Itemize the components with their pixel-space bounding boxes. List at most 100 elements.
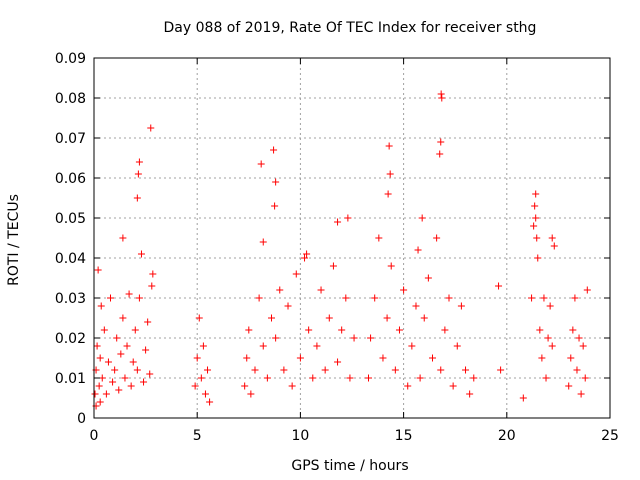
data-point bbox=[121, 374, 129, 382]
data-point bbox=[571, 294, 579, 302]
data-point bbox=[334, 218, 342, 226]
data-point bbox=[453, 342, 461, 350]
data-point bbox=[109, 378, 117, 386]
data-point bbox=[329, 262, 337, 270]
data-point bbox=[445, 294, 453, 302]
data-point bbox=[548, 342, 556, 350]
data-point bbox=[367, 334, 375, 342]
data-point bbox=[387, 262, 395, 270]
data-point bbox=[272, 334, 280, 342]
data-point bbox=[437, 90, 445, 98]
data-point bbox=[384, 190, 392, 198]
data-point bbox=[497, 366, 505, 374]
data-point bbox=[540, 294, 548, 302]
data-point bbox=[528, 294, 536, 302]
y-tick-label: 0.04 bbox=[55, 251, 86, 267]
data-point bbox=[93, 342, 101, 350]
data-point bbox=[386, 170, 394, 178]
data-point bbox=[391, 366, 399, 374]
data-point bbox=[420, 314, 428, 322]
data-point bbox=[317, 286, 325, 294]
data-point bbox=[259, 238, 267, 246]
y-tick-label: 0.08 bbox=[55, 91, 86, 107]
data-point bbox=[119, 314, 127, 322]
data-point bbox=[338, 326, 346, 334]
data-point bbox=[117, 350, 125, 358]
data-point bbox=[548, 234, 556, 242]
data-point bbox=[129, 358, 137, 366]
data-point bbox=[247, 390, 255, 398]
data-point bbox=[532, 214, 540, 222]
data-point bbox=[538, 354, 546, 362]
data-point bbox=[127, 382, 135, 390]
data-point bbox=[147, 124, 155, 132]
data-point bbox=[296, 354, 304, 362]
data-point bbox=[133, 366, 141, 374]
data-point bbox=[288, 382, 296, 390]
data-point bbox=[334, 358, 342, 366]
data-point bbox=[201, 390, 209, 398]
y-tick-label: 0 bbox=[77, 411, 86, 427]
data-point bbox=[97, 302, 105, 310]
data-point bbox=[441, 326, 449, 334]
data-point bbox=[466, 390, 474, 398]
data-point bbox=[305, 326, 313, 334]
x-tick-label: 10 bbox=[291, 428, 309, 444]
data-point bbox=[94, 266, 102, 274]
data-point bbox=[197, 374, 205, 382]
grid bbox=[94, 58, 610, 418]
data-point bbox=[433, 234, 441, 242]
data-point bbox=[375, 234, 383, 242]
y-tick-label: 0.02 bbox=[55, 331, 86, 347]
data-point bbox=[457, 302, 465, 310]
data-point bbox=[257, 160, 265, 168]
data-point bbox=[123, 342, 131, 350]
data-point bbox=[531, 202, 539, 210]
data-point bbox=[400, 286, 408, 294]
data-point bbox=[255, 294, 263, 302]
data-point bbox=[437, 138, 445, 146]
data-point bbox=[276, 286, 284, 294]
data-point bbox=[259, 342, 267, 350]
data-point bbox=[111, 366, 119, 374]
data-point bbox=[191, 382, 199, 390]
data-point bbox=[95, 382, 103, 390]
data-point bbox=[495, 282, 503, 290]
data-point bbox=[309, 374, 317, 382]
data-point bbox=[303, 250, 311, 258]
data-point bbox=[536, 326, 544, 334]
data-point bbox=[344, 214, 352, 222]
data-point bbox=[301, 254, 309, 262]
data-point bbox=[119, 234, 127, 242]
data-points bbox=[91, 90, 591, 410]
data-point bbox=[135, 294, 143, 302]
data-point bbox=[350, 334, 358, 342]
data-point bbox=[243, 354, 251, 362]
data-point bbox=[438, 94, 446, 102]
data-point bbox=[245, 326, 253, 334]
data-point bbox=[383, 314, 391, 322]
data-point bbox=[115, 386, 123, 394]
x-tick-label: 15 bbox=[395, 428, 413, 444]
data-point bbox=[125, 290, 133, 298]
data-point bbox=[550, 242, 558, 250]
data-point bbox=[199, 342, 207, 350]
data-point bbox=[424, 274, 432, 282]
data-point bbox=[546, 302, 554, 310]
data-point bbox=[321, 366, 329, 374]
data-point bbox=[581, 374, 589, 382]
data-point bbox=[544, 334, 552, 342]
data-point bbox=[573, 366, 581, 374]
data-point bbox=[379, 354, 387, 362]
data-point bbox=[342, 294, 350, 302]
y-tick-label: 0.05 bbox=[55, 211, 86, 227]
data-point bbox=[565, 382, 573, 390]
data-point bbox=[104, 358, 112, 366]
data-point bbox=[371, 294, 379, 302]
data-point bbox=[519, 394, 527, 402]
data-point bbox=[96, 354, 104, 362]
data-point bbox=[408, 342, 416, 350]
data-point bbox=[96, 398, 104, 406]
data-point bbox=[583, 286, 591, 294]
